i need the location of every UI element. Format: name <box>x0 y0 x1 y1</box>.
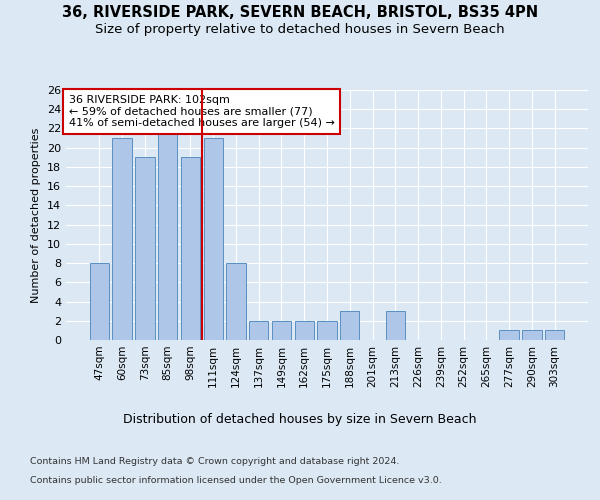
Bar <box>272 321 291 340</box>
Bar <box>386 311 405 340</box>
Text: Distribution of detached houses by size in Severn Beach: Distribution of detached houses by size … <box>123 412 477 426</box>
Bar <box>340 311 359 340</box>
Bar <box>226 263 245 340</box>
Text: Contains public sector information licensed under the Open Government Licence v3: Contains public sector information licen… <box>30 476 442 485</box>
Bar <box>203 138 223 340</box>
Bar <box>317 321 337 340</box>
Text: Contains HM Land Registry data © Crown copyright and database right 2024.: Contains HM Land Registry data © Crown c… <box>30 458 400 466</box>
Bar <box>499 330 519 340</box>
Bar <box>158 128 178 340</box>
Bar <box>181 158 200 340</box>
Text: 36, RIVERSIDE PARK, SEVERN BEACH, BRISTOL, BS35 4PN: 36, RIVERSIDE PARK, SEVERN BEACH, BRISTO… <box>62 5 538 20</box>
Text: Size of property relative to detached houses in Severn Beach: Size of property relative to detached ho… <box>95 22 505 36</box>
Bar <box>522 330 542 340</box>
Bar <box>249 321 268 340</box>
Bar <box>112 138 132 340</box>
Bar <box>545 330 564 340</box>
Bar <box>295 321 314 340</box>
Bar <box>135 158 155 340</box>
Y-axis label: Number of detached properties: Number of detached properties <box>31 128 41 302</box>
Text: 36 RIVERSIDE PARK: 102sqm
← 59% of detached houses are smaller (77)
41% of semi-: 36 RIVERSIDE PARK: 102sqm ← 59% of detac… <box>68 95 334 128</box>
Bar <box>90 263 109 340</box>
